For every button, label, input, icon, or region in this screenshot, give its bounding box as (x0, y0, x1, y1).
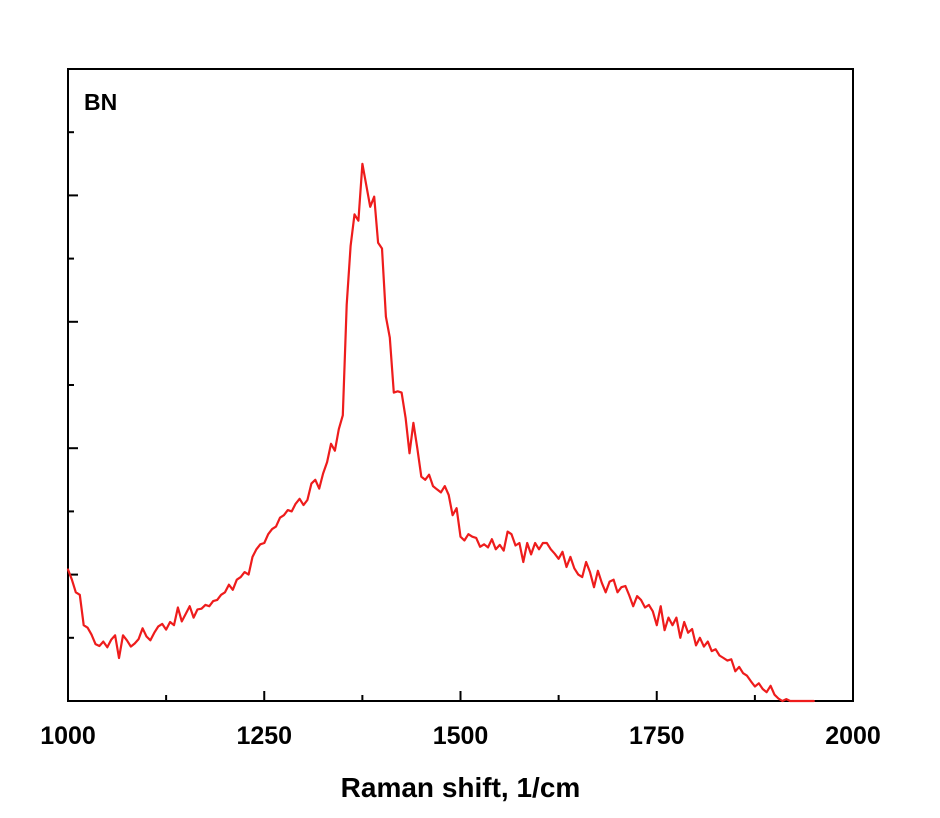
labels-layer: 1000 1250 1500 1750 2000 (40, 722, 881, 750)
x-tick-label: 2000 (825, 722, 881, 750)
x-axis-title: Raman shift, 1/cm (341, 772, 581, 803)
plot-frame (67, 68, 854, 702)
x-tick-label: 1000 (40, 722, 96, 750)
x-tick-label: 1750 (629, 722, 685, 750)
panel-label: BN (84, 89, 117, 115)
series-layer (66, 162, 815, 703)
x-tick-label: 1250 (236, 722, 292, 750)
series-line (66, 162, 815, 703)
x-tick-label: 1500 (433, 722, 489, 750)
